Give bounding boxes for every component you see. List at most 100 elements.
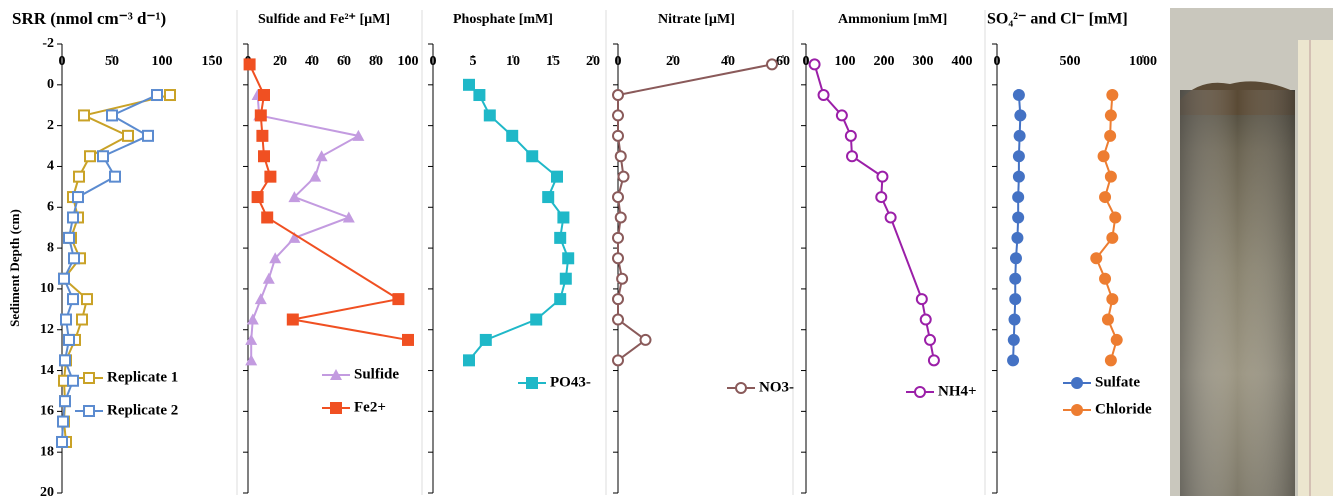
- marker: [1104, 354, 1117, 367]
- marker: [808, 58, 821, 71]
- legend-label: Sulfide: [354, 366, 399, 382]
- x-tick-label: 60: [776, 54, 790, 69]
- marker: [1012, 170, 1025, 183]
- ruler: [1298, 40, 1333, 496]
- marker: [63, 231, 75, 244]
- marker: [67, 293, 79, 306]
- marker: [612, 109, 624, 122]
- marker: [72, 191, 84, 204]
- y-tick-label: 12: [40, 322, 54, 337]
- x-tick-label: 80: [369, 54, 383, 69]
- marker: [1106, 231, 1119, 244]
- marker: [73, 170, 85, 183]
- marker: [63, 333, 75, 346]
- x-tick-label: 15: [546, 54, 560, 69]
- marker: [846, 150, 859, 163]
- legend-label: NO3-: [759, 379, 794, 395]
- marker: [254, 293, 267, 305]
- panel: Ammonium [mM] 0 100 200 300 400 NH4+: [801, 12, 977, 494]
- marker: [164, 89, 176, 102]
- tube: [1180, 90, 1295, 496]
- marker: [59, 395, 71, 408]
- marker: [612, 191, 624, 204]
- panel-title: SO₄²⁻ and Cl⁻ [mM]: [987, 11, 1128, 28]
- marker: [473, 89, 486, 102]
- y-axis-label: Sediment Depth (cm): [7, 209, 22, 327]
- marker: [1106, 293, 1119, 306]
- legend-marker: [330, 369, 342, 380]
- marker: [612, 293, 624, 306]
- core-photo: [1170, 8, 1333, 496]
- marker: [67, 374, 79, 387]
- marker: [612, 313, 624, 326]
- marker: [269, 252, 282, 264]
- y-tick-label: 20: [40, 485, 54, 500]
- marker: [1007, 333, 1020, 346]
- marker: [256, 129, 269, 142]
- marker: [1104, 109, 1117, 122]
- marker: [254, 109, 267, 122]
- legend-label: Chloride: [1095, 401, 1152, 417]
- marker: [639, 333, 652, 346]
- marker: [526, 150, 539, 163]
- x-tick-label: 10: [506, 54, 520, 69]
- marker: [616, 272, 629, 285]
- marker: [479, 333, 492, 346]
- marker: [76, 313, 88, 326]
- marker: [60, 313, 72, 326]
- marker: [288, 191, 301, 203]
- x-tick-label: 20: [586, 54, 600, 69]
- marker: [1009, 293, 1022, 306]
- x-tick-label: 40: [721, 54, 735, 69]
- marker: [1106, 89, 1119, 102]
- panel: SO₄²⁻ and Cl⁻ [mM] 0 500 1000 Sulfate Chlorid…: [987, 11, 1157, 494]
- x-tick-label: 40: [305, 54, 319, 69]
- y-tick-label: 4: [47, 159, 54, 174]
- marker: [67, 211, 79, 224]
- panel-title: Ammonium [mM]: [838, 12, 947, 27]
- marker: [835, 109, 848, 122]
- marker: [59, 354, 71, 367]
- y-tick-label: 18: [40, 444, 54, 459]
- y-tick-label: 2: [47, 118, 54, 133]
- marker: [245, 333, 258, 345]
- x-tick-label: 400: [952, 54, 973, 69]
- marker: [262, 272, 275, 284]
- y-tick-label: 16: [40, 404, 54, 419]
- marker: [1099, 272, 1112, 285]
- marker: [919, 313, 932, 326]
- marker: [258, 89, 270, 102]
- marker: [1104, 129, 1117, 142]
- series-line: [248, 63, 409, 341]
- marker: [56, 435, 68, 448]
- y-tick-label: 8: [47, 240, 54, 255]
- series-line: [468, 84, 570, 361]
- marker: [122, 129, 134, 142]
- legend-label: NH4+: [938, 383, 977, 399]
- marker: [1012, 191, 1025, 204]
- separators: [236, 10, 986, 495]
- marker: [463, 78, 475, 91]
- y-tick-label: 10: [40, 281, 54, 296]
- panel-title: Nitrate [µM]: [658, 12, 735, 27]
- y-tick-label: 14: [40, 363, 54, 378]
- legend-label: Replicate 1: [107, 369, 178, 385]
- marker: [612, 354, 624, 367]
- marker: [542, 191, 555, 204]
- marker: [84, 150, 96, 163]
- x-tick-label: 5: [470, 54, 477, 69]
- x-tick-label: 300: [913, 54, 934, 69]
- marker: [97, 150, 109, 163]
- panel: Phosphate [mM] 0 5 10 15 20 PO43-: [428, 12, 600, 494]
- marker: [58, 272, 70, 285]
- legend-marker: [330, 402, 342, 414]
- series-line: [62, 94, 171, 443]
- marker: [506, 129, 519, 142]
- x-tick-label: 100: [835, 54, 856, 69]
- marker: [264, 170, 277, 183]
- legend-marker: [83, 405, 95, 417]
- marker: [106, 109, 118, 122]
- marker: [1109, 211, 1122, 224]
- marker: [1099, 191, 1112, 204]
- x-tick-label: 0: [430, 54, 437, 69]
